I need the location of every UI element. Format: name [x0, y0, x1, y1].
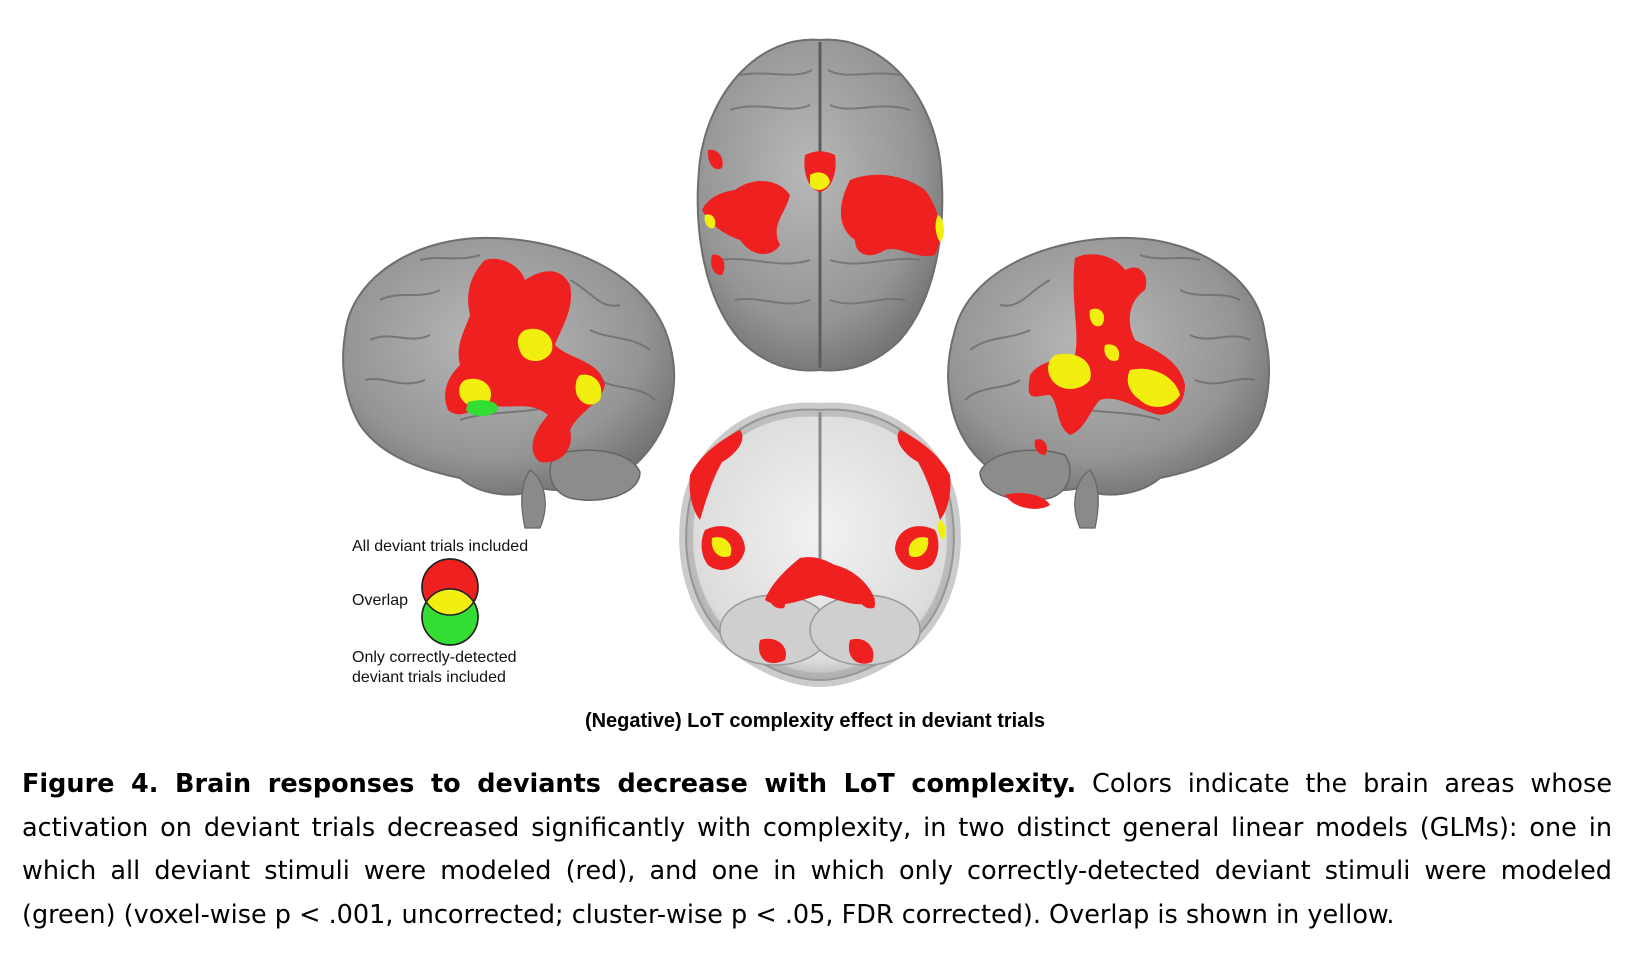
dorsal-activation-yellow	[704, 172, 944, 242]
caption-lead: Figure 4. Brain responses to deviants de…	[22, 769, 1077, 799]
right-lateral-activation-yellow	[1048, 308, 1180, 407]
legend-correct-label-1: Only correctly-detected	[352, 649, 517, 666]
legend-overlap-label: Overlap	[352, 592, 409, 609]
legend-venn	[421, 558, 479, 646]
figure-caption: Figure 4. Brain responses to deviants de…	[22, 763, 1612, 937]
coronal-activation-yellow	[711, 520, 946, 558]
left-lateral-activation-yellow	[459, 328, 602, 407]
left-lateral-brain	[342, 236, 676, 529]
caption-body: Colors indicate the brain areas whose ac…	[22, 769, 1613, 930]
dorsal-brain	[696, 38, 944, 372]
right-lateral-brain	[947, 236, 1271, 529]
left-lateral-activation-red	[445, 258, 605, 463]
panel-title: (Negative) LoT complexity effect in devi…	[584, 710, 1046, 732]
brain-figure	[342, 38, 1271, 688]
coronal-slice	[679, 402, 961, 688]
legend-all-label: All deviant trials included	[352, 538, 529, 555]
left-lateral-activation-green	[466, 400, 499, 416]
legend-correct-label-2: deviant trials included	[352, 669, 506, 686]
